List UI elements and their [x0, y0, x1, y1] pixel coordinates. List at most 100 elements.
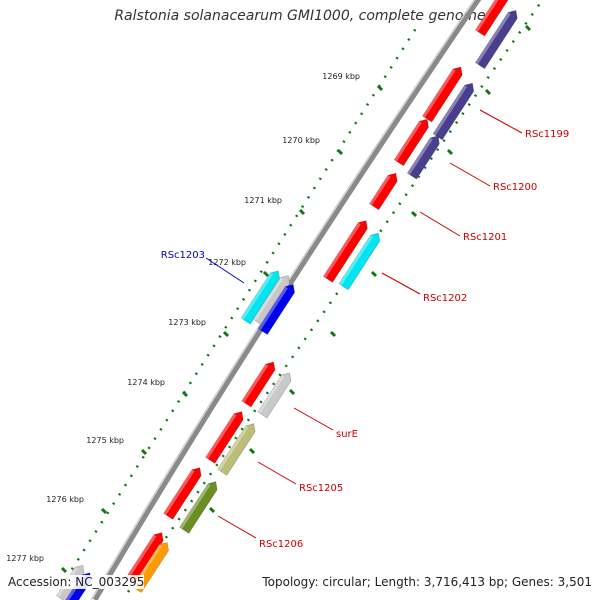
label-group: RSc1199 RSc1200 RSc1201 RSc1202 RSc1203 surE R… — [161, 109, 569, 550]
tick-mark — [288, 388, 296, 396]
gene-shine — [258, 286, 288, 331]
gene-arrow — [257, 284, 295, 335]
tick-label: 1277 kbp — [6, 554, 44, 563]
tick-mark — [208, 506, 216, 514]
tick-mark — [262, 270, 270, 278]
tick-label: 1275 kbp — [86, 436, 124, 445]
gene-rsc1204-red[interactable] — [241, 359, 278, 408]
tick-label: 1272 kbp — [208, 258, 246, 267]
gene-label[interactable]: RSc1199 — [525, 129, 569, 140]
label-leader-line — [449, 162, 491, 187]
tick-mark — [140, 448, 148, 456]
tick-label: 1270 kbp — [282, 136, 320, 145]
tick-mark — [524, 24, 532, 32]
gene-arrow — [179, 481, 218, 534]
tick-label: 1271 kbp — [244, 196, 282, 205]
gene-shine — [432, 85, 468, 136]
gene-sure[interactable] — [257, 370, 294, 419]
gene-shine — [125, 534, 157, 580]
label-leader-line — [381, 272, 421, 295]
gene-rsc1199-purple[interactable] — [474, 7, 520, 70]
gene-shine — [241, 272, 273, 320]
gene-rsc1201-small[interactable] — [369, 170, 400, 211]
label-leader-line — [205, 257, 245, 284]
gene-shine — [475, 12, 511, 65]
gene-arrow — [474, 9, 518, 70]
label-leader-line — [479, 109, 523, 134]
gene-arrow — [322, 220, 368, 283]
gene-shine — [407, 137, 433, 175]
gene-rsc1203-cyan[interactable] — [240, 268, 283, 325]
gene-rsc1200[interactable] — [393, 116, 432, 167]
label-leader-line — [257, 461, 297, 485]
gene-label[interactable]: RSc1205 — [299, 483, 343, 494]
tick-label: 1269 kbp — [322, 72, 360, 81]
gene-shine — [475, 0, 505, 32]
genome-title: Ralstonia solanacearum GMI1000, complete… — [112, 8, 488, 24]
tick-group: 1269 kbp 1270 kbp 1271 kbp 1272 kbp 1273 kbp… — [6, 24, 532, 574]
gene-shine — [253, 277, 283, 322]
gene-arrow — [205, 411, 244, 464]
gene-arrow — [241, 361, 276, 408]
tick-mark — [376, 84, 384, 92]
gene-arrow — [240, 270, 280, 325]
gene-rsc1206-red[interactable] — [163, 465, 205, 520]
tick-mark — [410, 210, 418, 218]
gene-label[interactable]: RSc1202 — [423, 293, 467, 304]
accession-text: Accession: NC_003295 — [8, 575, 145, 589]
tick-mark — [370, 270, 378, 278]
gene-rsc1202-red[interactable] — [322, 218, 370, 283]
tick-track — [58, 0, 544, 593]
gene-shine — [205, 413, 237, 459]
gene-rsc1201-purple[interactable] — [406, 133, 442, 180]
gene-shine — [241, 364, 269, 403]
tick-label: 1274 kbp — [127, 378, 165, 387]
gene-label[interactable]: RSc1201 — [463, 232, 507, 243]
tick-mark — [181, 390, 189, 398]
label-leader-line — [217, 515, 257, 539]
gene-arrow — [217, 423, 256, 476]
gene-shine — [369, 175, 391, 206]
tick-label: 1276 kbp — [46, 495, 84, 504]
topology-text: Topology: circular; Length: 3,716,413 bp… — [262, 575, 592, 589]
gene-label[interactable]: RSc1200 — [493, 182, 537, 193]
tick-mark — [100, 507, 108, 515]
gene-shine — [422, 69, 456, 118]
gene-shine — [257, 375, 285, 414]
gene-shine — [323, 222, 361, 278]
outer-dotted-line — [58, 21, 422, 589]
gene-label[interactable]: surE — [336, 429, 358, 440]
gene-rsc1199[interactable] — [422, 64, 466, 123]
gene-arrow — [422, 66, 463, 123]
gene-arrow — [432, 82, 475, 141]
gene-shine — [338, 235, 374, 286]
gene-arrow — [393, 118, 429, 167]
gene-arrow — [338, 232, 381, 291]
gene-arrow — [369, 172, 398, 211]
inner-dotted-line — [126, 0, 544, 593]
tick-mark — [222, 330, 230, 338]
tick-mark — [298, 208, 306, 216]
gene-rsc1200-purple[interactable] — [432, 80, 477, 141]
gene-shine — [394, 121, 422, 162]
gene-arrow — [163, 467, 202, 520]
gene-rsc1198[interactable] — [474, 0, 514, 37]
gene-arrow — [406, 135, 440, 180]
gene-rsc1205-red[interactable] — [205, 409, 247, 464]
gene-rsc1205[interactable] — [217, 421, 259, 476]
gene-rsc1202[interactable] — [338, 230, 383, 291]
gene-label[interactable]: RSc1206 — [259, 539, 303, 550]
gene-label[interactable]: RSc1203 — [161, 250, 205, 261]
tick-mark — [60, 566, 68, 574]
gene-rsc1206[interactable] — [179, 479, 221, 534]
tick-label: 1273 kbp — [168, 318, 206, 327]
gene-shine — [217, 425, 249, 471]
gene-shine — [179, 483, 211, 529]
label-leader-line — [419, 211, 461, 237]
label-leader-line — [293, 407, 334, 431]
gene-arrow — [474, 0, 512, 37]
gene-rsc1203[interactable] — [257, 282, 298, 335]
tick-mark — [446, 148, 454, 156]
